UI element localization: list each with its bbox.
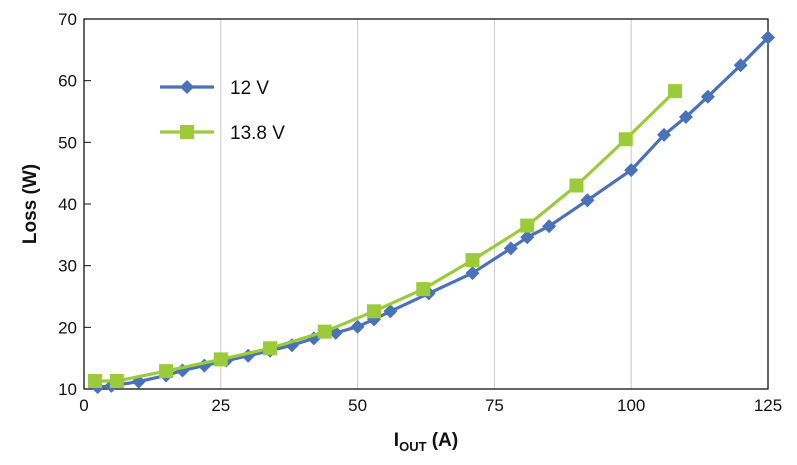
x-tick-label-50: 50 — [348, 396, 367, 415]
series-0-point-12 — [350, 319, 365, 334]
series-1-point-9 — [520, 218, 535, 233]
series-1-point-8 — [465, 253, 480, 268]
y-tick-label-20: 20 — [58, 318, 77, 337]
series-1-point-11 — [618, 132, 633, 147]
series-0-point-24 — [700, 89, 715, 104]
series-0-point-14 — [383, 304, 398, 319]
series-group — [87, 30, 775, 395]
y-tick-label-30: 30 — [58, 257, 77, 276]
axes: 10 20 30 40 50 60 70 0 25 50 75 100 125 — [58, 10, 782, 415]
series-0-point-17 — [503, 241, 518, 256]
x-tick-label-100: 100 — [617, 396, 645, 415]
series-0-point-19 — [542, 219, 557, 234]
x-tick-label-0: 0 — [79, 396, 88, 415]
series-1-point-10 — [569, 178, 584, 193]
legend-label-0: 12 V — [230, 78, 269, 99]
x-axis-title-subscript: OUT — [399, 439, 427, 454]
grid — [220, 19, 632, 389]
axis-labels: IOUT (A) Loss (W) — [20, 164, 458, 454]
plot-frame — [83, 18, 769, 390]
series-1-point-3 — [213, 352, 228, 367]
y-tick-label-50: 50 — [58, 133, 77, 152]
series-0-point-22 — [657, 127, 672, 142]
legend-marker-0 — [180, 80, 194, 94]
series-0-point-26 — [761, 30, 775, 45]
series-1-point-5 — [317, 324, 332, 339]
x-axis-title-main: I — [394, 430, 399, 451]
series-0-point-18 — [520, 230, 535, 245]
y-tick-label-40: 40 — [58, 195, 77, 214]
series-1 — [87, 84, 682, 388]
series-1-point-0 — [87, 373, 102, 388]
y-axis-title: Loss (W) — [20, 164, 41, 244]
series-0-point-23 — [678, 110, 693, 125]
x-axis-title-unit: (A) — [427, 430, 459, 451]
series-0-point-21 — [624, 163, 639, 178]
y-tick-label-60: 60 — [58, 72, 77, 91]
legend-label-1: 13.8 V — [230, 123, 285, 144]
x-tick-label-125: 125 — [754, 396, 782, 415]
series-1-point-2 — [159, 364, 174, 379]
series-0-point-25 — [733, 58, 748, 73]
series-line-0 — [97, 36, 770, 389]
legend: 12 V 13.8 V — [160, 78, 285, 144]
legend-marker-1 — [180, 125, 194, 139]
series-1-point-7 — [416, 282, 431, 297]
series-1-point-1 — [109, 373, 124, 388]
series-1-point-4 — [263, 341, 278, 356]
series-1-point-12 — [667, 84, 682, 99]
y-tick-label-10: 10 — [58, 380, 77, 399]
y-tick-label-70: 70 — [58, 10, 77, 29]
series-0-point-16 — [465, 266, 480, 281]
x-tick-label-25: 25 — [211, 396, 230, 415]
x-axis-title: IOUT (A) — [394, 430, 458, 454]
series-0-point-20 — [580, 193, 595, 208]
x-tick-label-75: 75 — [485, 396, 504, 415]
series-1-point-6 — [367, 304, 382, 319]
